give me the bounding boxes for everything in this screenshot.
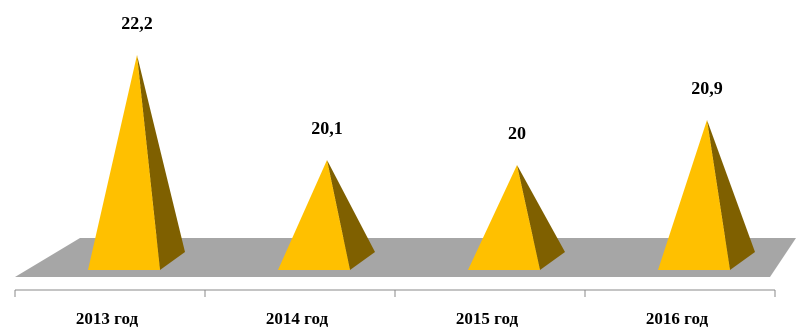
floor [15,238,796,277]
pyramid-side [517,165,565,270]
pyramid-side [707,120,755,270]
value-label: 20 [508,123,526,143]
x-tick-label: 2015 год [456,309,519,328]
pyramid-front [658,120,730,270]
value-label: 20,9 [691,78,723,98]
pyramid-side [327,160,375,270]
pyramid-side [137,55,185,270]
x-tick-label: 2014 год [266,309,329,328]
pyramid-front [88,55,160,270]
pyramid-front [468,165,540,270]
x-tick-label: 2016 год [646,309,709,328]
pyramid [278,160,375,270]
pyramid [468,165,565,270]
pyramid [88,55,185,270]
pyramid-front [278,160,350,270]
value-label: 22,2 [121,13,153,33]
pyramid [658,120,755,270]
x-tick-label: 2013 год [76,309,139,328]
value-label: 20,1 [311,118,343,138]
